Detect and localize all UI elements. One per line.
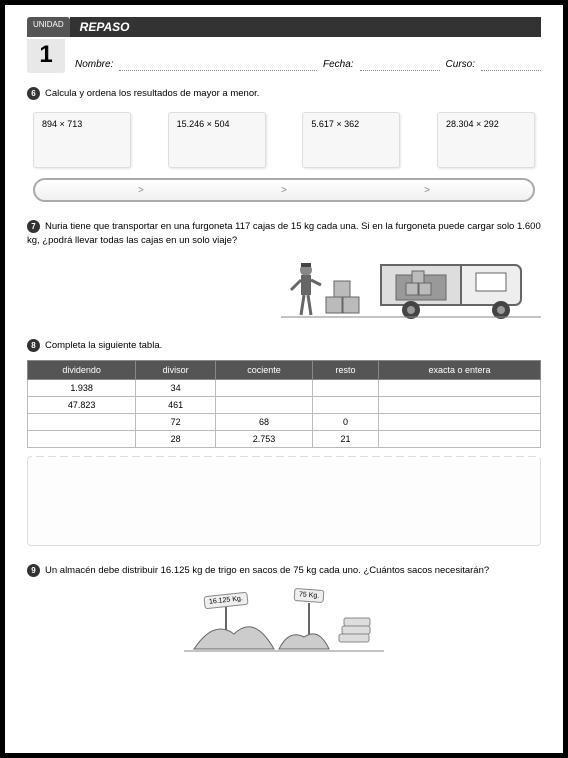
sep-1: > xyxy=(138,185,144,196)
date-label: Fecha: xyxy=(323,59,354,71)
th-1: divisor xyxy=(136,361,216,380)
course-field[interactable] xyxy=(481,59,541,71)
q9-text: Un almacén debe distribuir 16.125 kg de … xyxy=(45,565,489,576)
bullet-8: 8 xyxy=(27,339,40,352)
th-4: exacta o entera xyxy=(379,361,541,380)
question-7: 7Nuria tiene que transportar en una furg… xyxy=(27,220,541,325)
q8-table: dividendo divisor cociente resto exacta … xyxy=(27,360,541,448)
th-3: resto xyxy=(312,361,378,380)
question-6: 6 Calcula y ordena los resultados de mayo… xyxy=(27,87,541,202)
header-fields: 1 Nombre: Fecha: Curso: xyxy=(27,39,541,73)
q6-text: Calcula y ordena los resultados de mayor… xyxy=(45,88,259,99)
q8-workbox[interactable] xyxy=(27,456,541,546)
q7-text: Nuria tiene que transportar en una furgo… xyxy=(27,221,541,245)
van-icon xyxy=(281,255,541,325)
card-1: 894 × 713 xyxy=(33,112,131,168)
course-label: Curso: xyxy=(446,59,475,71)
table-row: 47.823461 xyxy=(28,397,541,414)
page-title: REPASO xyxy=(70,17,541,37)
date-field[interactable] xyxy=(360,59,440,71)
name-label: Nombre: xyxy=(75,59,113,71)
th-2: cociente xyxy=(216,361,313,380)
card-3: 5.617 × 362 xyxy=(302,112,400,168)
header-bar: UNIDAD REPASO xyxy=(27,17,541,37)
q6-cards: 894 × 713 15.246 × 504 5.617 × 362 28.30… xyxy=(33,112,535,168)
th-0: dividendo xyxy=(28,361,136,380)
q8-text: Completa la siguiente tabla. xyxy=(45,340,162,351)
name-field[interactable] xyxy=(119,59,317,71)
card-2: 15.246 × 504 xyxy=(168,112,266,168)
sep-2: > xyxy=(281,185,287,196)
question-8: 8 Completa la siguiente tabla. dividendo … xyxy=(27,339,541,546)
sacks-icon xyxy=(184,589,384,659)
sep-3: > xyxy=(424,185,430,196)
table-row: 72680 xyxy=(28,414,541,431)
q6-answer-oval[interactable]: > > > xyxy=(33,178,535,202)
bullet-9: 9 xyxy=(27,564,40,577)
question-9: 9 Un almacén debe distribuir 16.125 kg de… xyxy=(27,564,541,659)
unit-number: 1 xyxy=(27,39,65,73)
table-row: 1.93834 xyxy=(28,380,541,397)
q7-illustration xyxy=(27,255,541,325)
card-4: 28.304 × 292 xyxy=(437,112,535,168)
table-row: 282.75321 xyxy=(28,431,541,448)
q9-illustration: 16.125 Kg. 75 Kg. xyxy=(27,589,541,659)
bullet-6: 6 xyxy=(27,87,40,100)
unit-label: UNIDAD xyxy=(27,17,70,37)
bullet-7: 7 xyxy=(27,220,40,233)
